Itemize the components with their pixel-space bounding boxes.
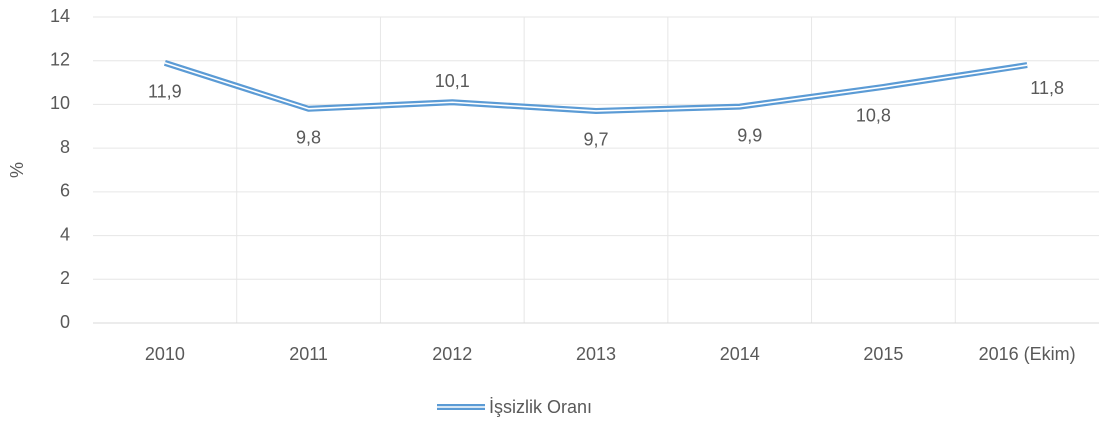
x-tick-label: 2014 <box>720 344 760 364</box>
data-label: 11,8 <box>1030 78 1064 98</box>
data-label: 10,8 <box>856 106 891 126</box>
y-tick-label: 4 <box>60 224 70 244</box>
y-tick-label: 0 <box>60 312 70 332</box>
x-tick-label: 2011 <box>289 344 328 364</box>
y-tick-label: 12 <box>50 49 70 69</box>
x-tick-label: 2013 <box>576 344 616 364</box>
y-tick-label: 8 <box>60 137 70 157</box>
data-label: 9,7 <box>583 130 608 150</box>
y-tick-label: 14 <box>50 6 70 26</box>
y-tick-label: 10 <box>50 93 70 113</box>
y-tick-label: 6 <box>60 181 70 201</box>
data-label: 11,9 <box>148 82 182 102</box>
x-tick-label: 2012 <box>432 344 472 364</box>
series-line-inner <box>164 62 1028 112</box>
data-label: 9,9 <box>737 125 762 145</box>
x-tick-label: 2010 <box>145 344 185 364</box>
legend-label: İşsizlik Oranı <box>489 397 592 417</box>
data-label: 9,8 <box>296 128 321 148</box>
x-tick-label: 2016 (Ekim) <box>979 344 1076 364</box>
x-tick-label: 2015 <box>863 344 903 364</box>
data-label: 10,1 <box>435 71 470 91</box>
y-axis-label: % <box>7 162 27 178</box>
y-tick-label: 2 <box>60 268 70 288</box>
